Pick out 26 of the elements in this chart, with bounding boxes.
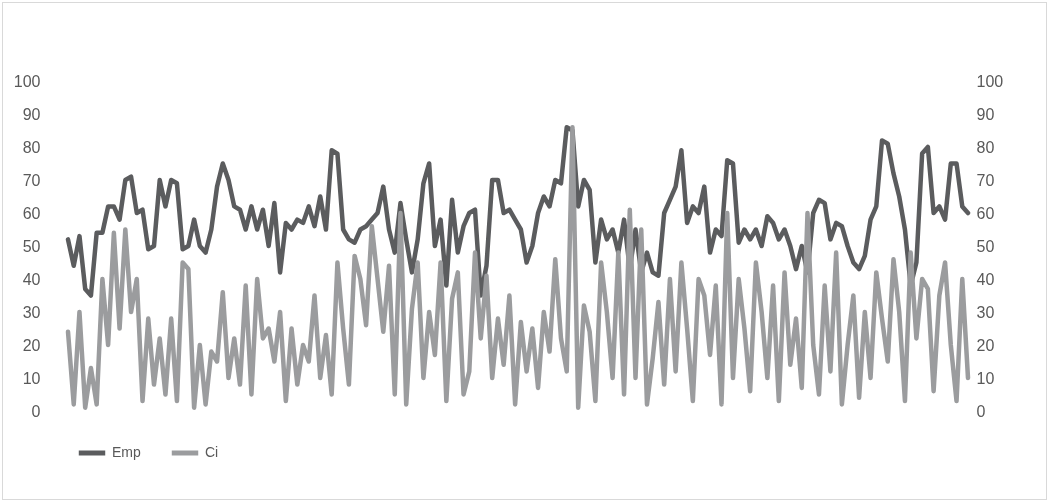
y2-tick-label: 20: [976, 336, 995, 354]
y2-tick-label: 70: [976, 171, 995, 189]
y-tick-label: 80: [22, 138, 41, 156]
line-series: [65, 124, 971, 410]
y-tick-label: 30: [22, 303, 41, 321]
y2-tick-label: 60: [976, 204, 995, 222]
legend-label: Emp: [112, 444, 141, 460]
y2-tick-label: 40: [976, 270, 995, 288]
y2-tick-label: 90: [976, 105, 995, 123]
legend-label: Ci: [205, 444, 219, 460]
y-tick-label: 60: [22, 204, 41, 222]
y-tick-label: 90: [22, 105, 41, 123]
y-tick-label: 10: [22, 369, 41, 387]
y-tick-label: 50: [22, 237, 41, 255]
y2-tick-label: 10: [976, 369, 995, 387]
y-tick-label: 100: [13, 72, 41, 90]
y2-tick-label: 50: [976, 237, 995, 255]
y2-tick-label: 100: [976, 72, 1004, 90]
y-tick-label: 0: [31, 402, 41, 420]
y2-tick-label: 30: [976, 303, 995, 321]
line-series: [65, 124, 971, 298]
y2-tick-label: 80: [976, 138, 995, 156]
y-tick-label: 40: [22, 270, 41, 288]
y2-tick-label: 0: [976, 402, 986, 420]
y-tick-label: 20: [22, 336, 41, 354]
y-tick-label: 70: [22, 171, 41, 189]
